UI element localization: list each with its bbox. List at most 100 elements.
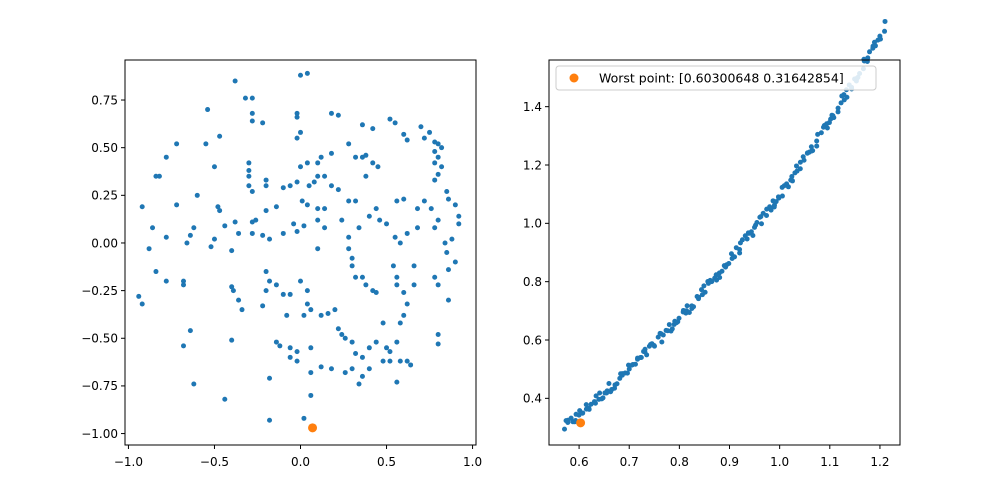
left-data-point [366,345,372,351]
left-data-point [432,177,438,183]
right-data-point [655,334,661,340]
right-data-point [754,220,760,226]
right-data-point [632,361,638,367]
left-data-point [444,250,450,255]
left-data-point [346,198,352,204]
right-y-tick-label: 1.0 [523,217,542,231]
right-data-point [815,131,821,137]
right-data-point [669,326,675,332]
left-x-tick-label: −0.5 [200,455,229,469]
left-data-point [356,225,362,231]
left-data-point [232,219,238,225]
left-data-point [373,290,379,296]
left-data-point [411,263,417,269]
right-data-point [701,283,707,289]
left-data-point [387,358,393,364]
left-data-point [191,381,197,387]
left-data-point [280,185,286,191]
left-data-point [287,354,293,360]
left-data-point [428,206,434,212]
right-data-point [739,237,745,243]
left-data-point [308,370,314,376]
left-data-point [418,124,424,130]
left-data-point [387,116,393,122]
left-data-point [229,337,235,343]
left-data-point [229,248,235,254]
right-data-point [726,260,732,266]
right-data-point [794,163,799,169]
left-data-point [325,310,331,316]
right-data-point [586,405,592,411]
left-data-point [301,223,307,229]
right-data-point [659,339,665,345]
left-data-point [294,358,300,364]
left-data-point [150,225,156,231]
right-data-point [831,115,837,121]
left-data-point [408,362,414,368]
left-data-point [392,120,398,126]
left-data-point [308,392,314,398]
left-data-point [445,297,451,303]
left-data-point [349,255,355,261]
left-data-point [415,206,420,212]
left-data-point [384,221,390,227]
left-data-point [401,196,407,202]
left-data-point [267,278,273,284]
right-data-point [877,36,883,42]
right-x-tick-label: 0.6 [570,455,589,469]
left-data-point [373,206,379,212]
left-data-point [377,217,383,223]
left-data-point [304,288,310,294]
left-data-point [208,244,214,250]
left-data-point [452,202,458,208]
left-data-point [346,141,352,147]
left-data-point [273,339,279,345]
left-data-point [236,297,242,303]
left-data-point [432,148,438,154]
left-data-point [432,274,438,280]
left-data-point [203,141,209,147]
left-x-tick-label: 0.5 [377,455,396,469]
left-data-point [452,259,458,265]
right-data-point [768,207,774,213]
left-data-point [211,164,217,170]
right-data-point [737,250,743,256]
left-y-tick-label: 0.00 [91,236,118,250]
left-data-point [267,375,273,381]
legend: Worst point: [0.60300648 0.31642854] [555,65,877,91]
left-data-point [445,196,451,202]
left-data-point [397,240,403,246]
left-data-point [294,114,300,120]
left-data-point [404,137,410,143]
left-data-point [246,183,252,189]
right-data-point [592,400,598,406]
left-data-point [287,291,293,297]
left-data-point [394,274,400,280]
right-data-point [651,343,657,349]
right-data-point [588,401,594,407]
left-data-point [401,290,407,296]
left-data-point [301,312,307,318]
left-data-point [298,164,303,170]
left-data-point [401,312,407,318]
right-data-point [744,236,750,242]
left-data-point [136,293,142,299]
left-scatter-plot: −1.0 −0.5 0.0 0.5 1.0 −1.00 −0.75 −0.50 −0.25 0.… [81,59,482,469]
left-data-point [267,236,273,242]
left-data-point [304,202,310,208]
left-data-point [342,370,348,376]
left-y-tick-label: −0.50 [81,332,118,346]
left-data-point [415,225,420,231]
left-data-point [353,274,359,280]
left-data-points [136,70,462,433]
left-data-point [253,217,259,223]
left-data-point [370,160,376,166]
left-data-point [181,282,186,288]
right-data-point [867,49,873,55]
right-data-point [606,381,612,387]
right-data-point [764,213,770,219]
left-data-point [373,339,379,345]
left-data-point [294,135,300,141]
left-data-point [332,307,338,313]
